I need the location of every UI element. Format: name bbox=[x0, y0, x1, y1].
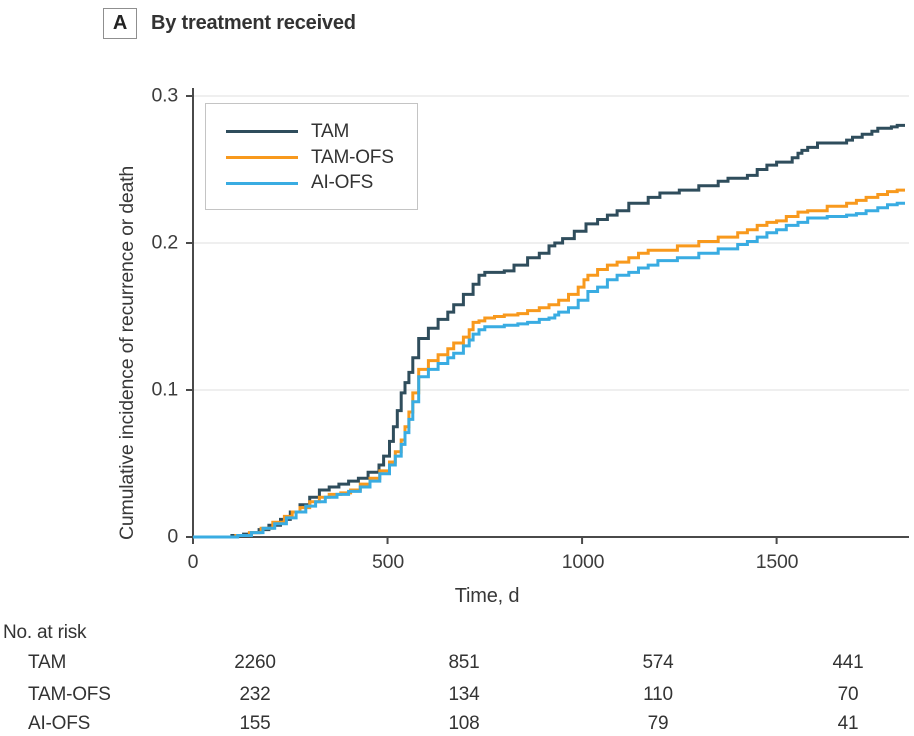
risk-value: 2260 bbox=[234, 652, 276, 673]
risk-value: 110 bbox=[643, 684, 673, 705]
panel-label-badge: A bbox=[103, 8, 137, 39]
risk-value: 851 bbox=[448, 652, 480, 673]
chart-legend: TAM TAM-OFS AI-OFS bbox=[205, 103, 418, 210]
legend-label-tam-ofs: TAM-OFS bbox=[311, 146, 394, 168]
risk-row-label: AI-OFS bbox=[28, 713, 91, 734]
legend-item-ai-ofs: AI-OFS bbox=[226, 170, 403, 196]
ai-ofs-line-swatch bbox=[226, 181, 298, 185]
risk-table-header: No. at risk bbox=[3, 622, 87, 643]
x-axis-title: Time, d bbox=[454, 585, 520, 607]
risk-value: 155 bbox=[239, 713, 271, 734]
legend-item-tam-ofs: TAM-OFS bbox=[226, 145, 403, 171]
risk-value: 41 bbox=[837, 713, 859, 734]
tam-line-swatch bbox=[226, 130, 298, 134]
risk-value: 70 bbox=[837, 684, 859, 705]
y-tick-label-0: 0 bbox=[167, 525, 178, 548]
risk-value: 134 bbox=[448, 684, 480, 705]
y-tick-label-0_2: 0.2 bbox=[151, 231, 178, 254]
risk-row-label: TAM-OFS bbox=[28, 684, 111, 705]
y-tick-label-0_1: 0.1 bbox=[151, 378, 178, 401]
risk-value: 441 bbox=[832, 652, 864, 673]
legend-label-ai-ofs: AI-OFS bbox=[311, 172, 374, 194]
tam-ofs-line-swatch bbox=[226, 156, 298, 159]
x-tick-label-500: 500 bbox=[372, 551, 404, 573]
risk-value: 574 bbox=[642, 652, 674, 673]
x-tick-label-0: 0 bbox=[187, 551, 199, 573]
y-axis-title: Cumulative incidence of recurrence or de… bbox=[116, 165, 138, 540]
panel-header: A By treatment received bbox=[103, 8, 356, 39]
legend-item-tam: TAM bbox=[226, 119, 403, 145]
legend-label-tam: TAM bbox=[311, 120, 350, 142]
risk-value: 79 bbox=[647, 713, 669, 734]
risk-row-label: TAM bbox=[28, 652, 67, 673]
risk-value: 232 bbox=[239, 684, 271, 705]
panel-title: By treatment received bbox=[151, 12, 356, 34]
y-tick-label-0_3: 0.3 bbox=[151, 84, 178, 107]
x-tick-label-1500: 1500 bbox=[755, 551, 799, 573]
x-tick-label-1000: 1000 bbox=[561, 551, 605, 573]
risk-value: 108 bbox=[448, 713, 480, 734]
